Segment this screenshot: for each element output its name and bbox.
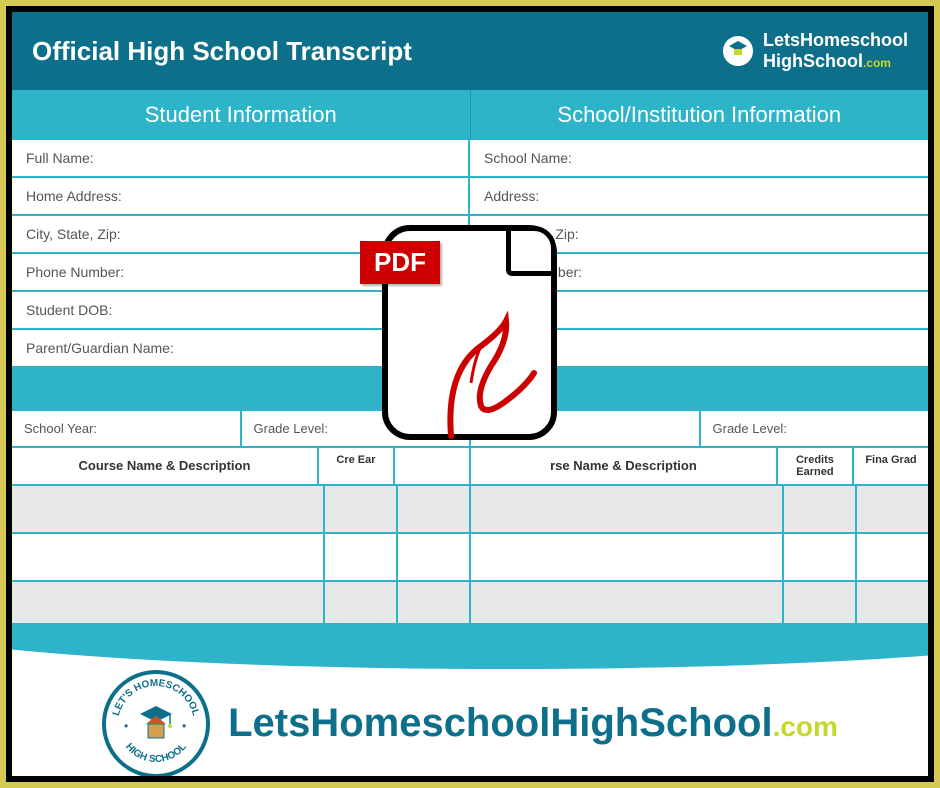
course-row: [471, 534, 928, 582]
school-section-header: School/Institution Information: [471, 90, 929, 140]
document-title: Official High School Transcript: [32, 36, 412, 67]
course-row: [471, 486, 928, 534]
grade-level-label: Grade Level:: [701, 411, 929, 448]
seal-icon: [721, 34, 755, 68]
outer-frame: Official High School Transcript LetsHome…: [0, 0, 940, 788]
school-field: Address:: [470, 178, 928, 216]
credits-header: Cre Ear: [319, 448, 395, 486]
student-field: Home Address:: [12, 178, 470, 216]
final-grade-header: Fina Grad: [854, 448, 928, 486]
student-field: Full Name:: [12, 140, 470, 178]
school-year-label: School Year:: [12, 411, 242, 448]
course-left-header: Course Name & Description Cre Ear: [12, 448, 471, 486]
school-field: School Name:: [470, 140, 928, 178]
adobe-swoosh-icon: [426, 311, 546, 441]
credits-header: Credits Earned: [778, 448, 854, 486]
student-section-header: Student Information: [12, 90, 471, 140]
pdf-icon: PDF: [370, 213, 570, 453]
course-column-headers: Course Name & Description Cre Ear rse Na…: [12, 448, 928, 486]
seal-text-icon: LET'S HOMESCHOOL HIGH SCHOOL • •: [102, 670, 210, 777]
footer-brand: LetsHomeschoolHighSchool: [228, 701, 773, 745]
footer-suffix: .com: [773, 711, 838, 742]
svg-text:LET'S HOMESCHOOL: LET'S HOMESCHOOL: [111, 677, 201, 716]
footer-curve-graphic: [12, 623, 928, 675]
section-headers: Student Information School/Institution I…: [12, 90, 928, 140]
logo-line1: LetsHomeschool: [763, 30, 908, 51]
inner-content: Official High School Transcript LetsHome…: [12, 12, 928, 776]
course-name-header: Course Name & Description: [12, 448, 319, 486]
course-row: [12, 534, 469, 582]
footer-content: LET'S HOMESCHOOL HIGH SCHOOL • •: [12, 671, 928, 776]
title-bar: Official High School Transcript LetsHome…: [12, 12, 928, 90]
pdf-icon-overlay: PDF: [370, 213, 570, 453]
top-logo-text: LetsHomeschool HighSchool.com: [763, 30, 908, 72]
top-logo: LetsHomeschool HighSchool.com: [721, 30, 908, 72]
course-name-header: rse Name & Description: [471, 448, 778, 486]
footer-brand-text: LetsHomeschoolHighSchool.com: [228, 701, 838, 746]
svg-text:HIGH SCHOOL: HIGH SCHOOL: [123, 741, 189, 765]
svg-text:•: •: [124, 719, 128, 733]
course-right-header: rse Name & Description Credits Earned Fi…: [471, 448, 928, 486]
footer-seal-logo: LET'S HOMESCHOOL HIGH SCHOOL • •: [102, 670, 210, 777]
pdf-label: PDF: [360, 241, 440, 284]
course-row: [12, 486, 469, 534]
footer-banner: LET'S HOMESCHOOL HIGH SCHOOL • •: [12, 641, 928, 776]
pdf-corner-fold: [506, 226, 556, 276]
logo-line2: HighSchool.com: [763, 51, 908, 72]
final-grade-header: [395, 448, 469, 486]
svg-text:•: •: [182, 719, 186, 733]
